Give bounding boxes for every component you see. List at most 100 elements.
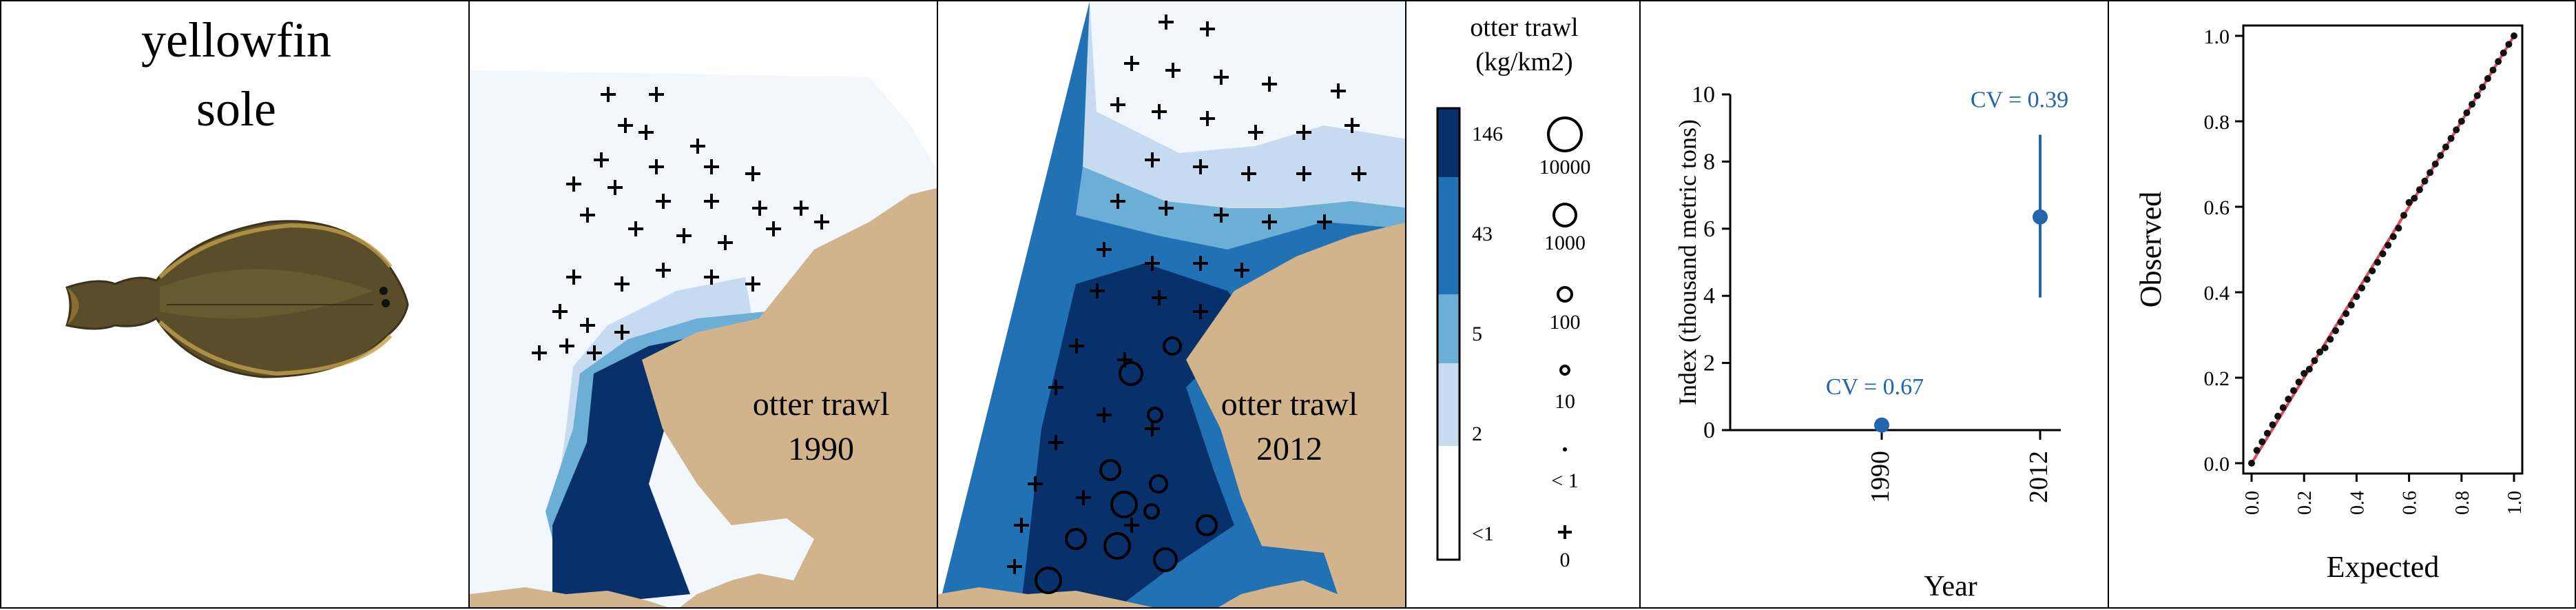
- map-2012-label-gear: otter trawl: [1221, 386, 1358, 423]
- qq-y-axis-label: Observed: [2134, 192, 2168, 308]
- qq-point: [2405, 199, 2413, 206]
- qq-y-tick-label: 0.0: [2204, 453, 2230, 476]
- qq-point: [2453, 126, 2460, 134]
- legend-tick-3: 5: [1472, 323, 1482, 345]
- depth-zone-1: [1090, 1, 1405, 153]
- index-y-tick-label: 6: [1703, 216, 1715, 242]
- qq-point: [2479, 83, 2486, 91]
- qq-point: [2489, 66, 2497, 74]
- qq-point: [2431, 161, 2439, 167]
- qq-y-tick-label: 0.2: [2204, 367, 2230, 390]
- qq-x-tick-label: 0.6: [2400, 491, 2421, 515]
- qq-point: [2416, 186, 2423, 194]
- index-x-tick-label: 1990: [1866, 451, 1895, 503]
- qq-x-tick-label: 0.0: [2242, 491, 2263, 515]
- qq-point: [2331, 327, 2339, 334]
- qq-point: [2437, 152, 2444, 159]
- catch-bubbles: [1035, 336, 1218, 594]
- land-mass-south: [470, 587, 668, 607]
- qq-point: [2389, 233, 2397, 241]
- legend-panel: otter trawl (kg/km2) 146 43 5 2 <1 10000…: [1405, 0, 1641, 609]
- qq-y-tick-label: 0.8: [2204, 111, 2230, 134]
- fish-illustration: [65, 220, 409, 378]
- map-1990-panel: otter trawl 1990: [468, 0, 938, 609]
- qq-point: [2463, 109, 2471, 116]
- qq-point: [2411, 194, 2418, 202]
- depth-zone-3: [1076, 167, 1405, 250]
- qq-point: [2321, 344, 2329, 352]
- qq-point: [2358, 284, 2366, 292]
- qq-point: [2374, 258, 2381, 266]
- map-1990-canvas: otter trawl 1990: [470, 1, 937, 607]
- qq-point: [2347, 301, 2355, 309]
- qq-point: [2289, 387, 2297, 394]
- map-2012-label-year: 2012: [1256, 431, 1322, 467]
- index-y-tick-label: 0: [1703, 418, 1715, 443]
- qq-plot-frame: [2242, 24, 2524, 475]
- map-1990-label-year: 1990: [788, 431, 854, 467]
- qq-point: [2469, 101, 2476, 108]
- qq-point: [2385, 241, 2392, 249]
- qq-point: [2295, 378, 2303, 386]
- map-2012-panel: otter trawl 2012: [937, 0, 1406, 609]
- bubble-scale-dot: [1563, 447, 1567, 451]
- qq-point: [2473, 92, 2481, 99]
- species-panel: yellowfin sole: [0, 0, 470, 609]
- bubble-scale-plus: [1558, 525, 1572, 539]
- legend-bubble-label-6: 0: [1560, 549, 1570, 571]
- legend-tick-2: 43: [1472, 223, 1493, 245]
- station-markers: [532, 87, 829, 360]
- index-cv-label: CV = 0.39: [1971, 87, 2068, 112]
- qq-point: [2279, 404, 2287, 411]
- qq-point: [2379, 250, 2387, 258]
- qq-x-tick-label: 0.8: [2452, 491, 2473, 515]
- color-scale: [1436, 107, 1461, 561]
- map-1990-label-gear: otter trawl: [753, 386, 890, 423]
- qq-point: [2269, 421, 2276, 429]
- index-cv-label: CV = 0.67: [1826, 374, 1924, 400]
- qq-point: [2427, 169, 2434, 176]
- qq-point: [2316, 348, 2324, 356]
- qq-point: [2505, 41, 2513, 48]
- qq-point: [2500, 49, 2507, 57]
- qq-y-tick-label: 0.6: [2204, 196, 2230, 219]
- qq-point: [2337, 318, 2345, 326]
- qq-point: [2442, 143, 2449, 151]
- land-mass: [642, 187, 937, 607]
- qq-point: [2300, 369, 2308, 377]
- map-2012-canvas: otter trawl 2012: [938, 1, 1405, 607]
- qq-point: [2343, 310, 2350, 317]
- index-chart-panel: 0 2 4 6 8 10 1990 2012 Year Index (thousand metri…: [1639, 0, 2109, 609]
- legend-bubble-label-2: 1000: [1544, 232, 1586, 254]
- index-point: [2033, 209, 2048, 225]
- qq-point: [2421, 177, 2429, 185]
- qq-point: [2258, 438, 2266, 445]
- qq-point: [2253, 447, 2261, 454]
- legend-canvas: otter trawl (kg/km2) 146 43 5 2 <1 10000…: [1436, 13, 1591, 571]
- qq-point: [2458, 118, 2465, 125]
- qq-point: [2305, 365, 2313, 373]
- species-name-line2: sole: [196, 81, 276, 136]
- legend-tick-5: <1: [1472, 522, 1494, 545]
- qq-point: [2263, 429, 2271, 437]
- legend-tick-1: 146: [1472, 123, 1503, 145]
- index-y-tick-label: 8: [1703, 149, 1715, 174]
- legend-bubble-label-5: < 1: [1551, 469, 1578, 492]
- qq-point: [2447, 134, 2455, 142]
- qq-point: [2484, 75, 2491, 82]
- qq-chart-panel: 0.0 0.2 0.4 0.6 0.8 1.0 0.0 0.2 0.4 0.6 0.8 1.0 Expe…: [2108, 0, 2576, 609]
- index-y-axis-label: Index (thousand metric tons): [1674, 119, 1701, 405]
- qq-y-tick-label: 0.4: [2204, 282, 2230, 305]
- qq-point: [2363, 276, 2371, 283]
- index-chart: 0 2 4 6 8 10 1990 2012 Year Index (thousand metri…: [1674, 82, 2068, 602]
- depth-zone-5: [552, 325, 773, 607]
- species-canvas: yellowfin sole: [65, 12, 409, 378]
- legend-bubble-label-1: 10000: [1539, 156, 1591, 179]
- legend-title-line1: otter trawl: [1470, 13, 1578, 42]
- index-y-tick-label: 2: [1703, 351, 1715, 376]
- land-mass-south: [938, 587, 1153, 607]
- index-y-tick-label: 4: [1703, 283, 1715, 309]
- qq-point: [2369, 267, 2376, 274]
- bubble-scale: [1547, 116, 1583, 376]
- qq-point: [2400, 212, 2407, 219]
